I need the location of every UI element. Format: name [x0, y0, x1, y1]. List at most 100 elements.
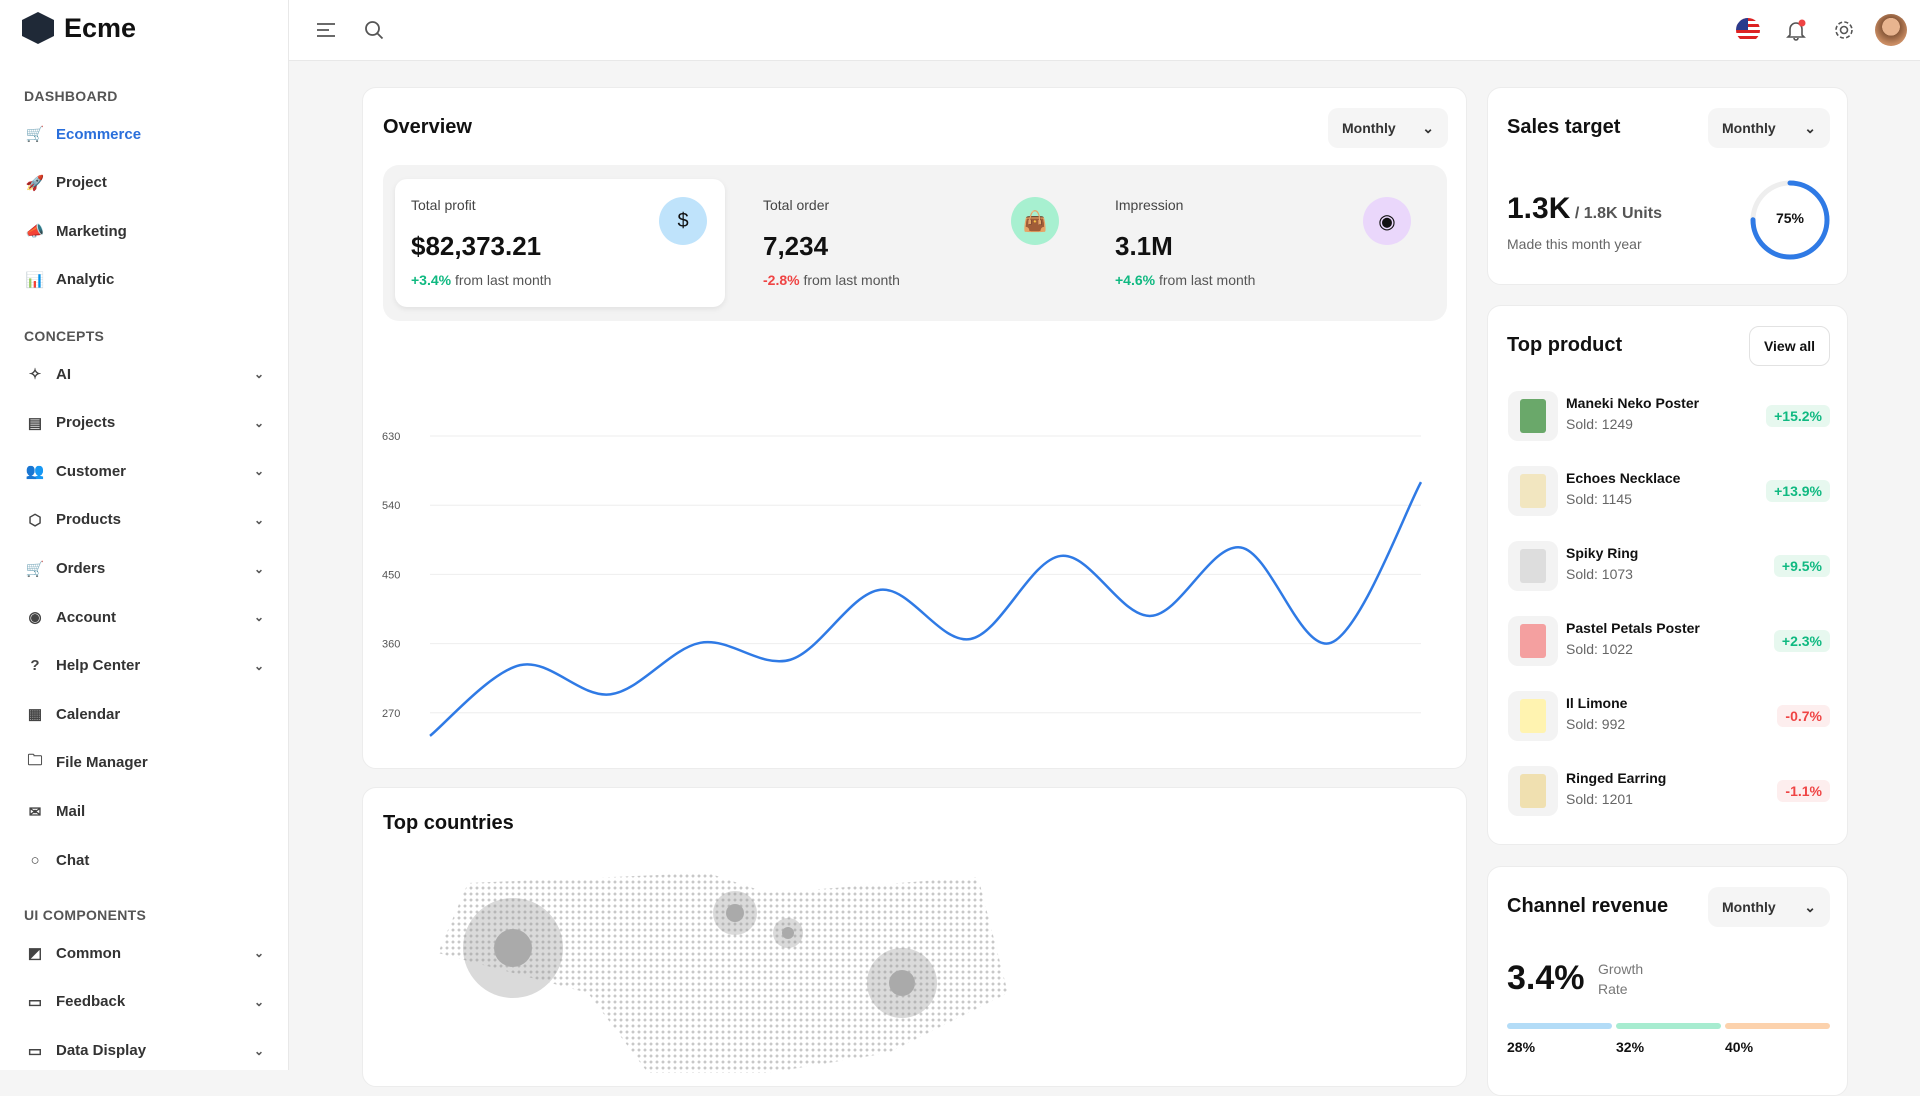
product-row[interactable]: Maneki Neko Poster Sold: 1249 +15.2%: [1508, 387, 1830, 447]
bar-chart-icon: 📊: [25, 271, 45, 289]
eye-icon: ◉: [1363, 197, 1411, 245]
chevron-down-icon[interactable]: ⌄: [253, 561, 264, 576]
chevron-down-icon[interactable]: ⌄: [253, 415, 264, 430]
overview-card: Overview Monthly ⌄ Total profit $82,373.2…: [362, 87, 1467, 769]
map-marker[interactable]: [867, 948, 937, 1018]
cart-icon: 🛒: [25, 560, 45, 578]
chevron-down-icon[interactable]: ⌄: [253, 658, 264, 673]
sidebar-item-feedback[interactable]: ▭ Feedback ⌄: [24, 982, 264, 1022]
chevron-down-icon: ⌄: [1422, 119, 1434, 136]
data-point[interactable]: [874, 584, 886, 596]
sidebar-item-ecommerce[interactable]: 🛒 Ecommerce: [24, 114, 264, 154]
sidebar-item-mail[interactable]: ✉ Mail: [24, 792, 264, 832]
stat-impression[interactable]: Impression 3.1M +4.6% from last month ◉: [1099, 179, 1429, 307]
chat-icon: ○: [30, 851, 40, 869]
sidebar-item-products[interactable]: ⬡ Products ⌄: [24, 500, 264, 540]
sidebar-item-help-center[interactable]: ? Help Center ⌄: [24, 646, 264, 686]
logo[interactable]: Ecme: [22, 12, 136, 44]
cart-icon: 🛒: [25, 126, 45, 144]
sales-target-period-select[interactable]: Monthly ⌄: [1708, 108, 1830, 148]
sidebar-item-marketing[interactable]: 📣 Marketing: [24, 211, 264, 251]
progress-ring: [1750, 180, 1830, 260]
map-marker[interactable]: [773, 918, 803, 948]
product-row[interactable]: Echoes Necklace Sold: 1145 +13.9%: [1508, 462, 1830, 522]
product-thumbnail: [1508, 541, 1558, 591]
data-point[interactable]: [1235, 541, 1247, 553]
channel-segment: 40%: [1725, 1023, 1830, 1055]
change-badge: -1.1%: [1777, 780, 1830, 802]
product-row[interactable]: Ringed Earring Sold: 1201 -1.1%: [1508, 762, 1830, 822]
data-point[interactable]: [784, 654, 796, 666]
feedback-icon: ▭: [27, 993, 43, 1011]
sidebar-item-project[interactable]: 🚀 Project: [24, 163, 264, 203]
sidebar-item-analytic[interactable]: 📊 Analytic: [24, 260, 264, 300]
overview-period-select[interactable]: Monthly ⌄: [1328, 108, 1448, 148]
chevron-down-icon[interactable]: ⌄: [253, 994, 264, 1009]
change-badge: -0.7%: [1777, 705, 1830, 727]
chevron-down-icon[interactable]: ⌄: [253, 464, 264, 479]
data-point[interactable]: [1415, 476, 1427, 488]
bell-icon[interactable]: [1783, 17, 1809, 43]
overview-title: Overview: [383, 116, 472, 138]
product-thumbnail: [1508, 691, 1558, 741]
sidebar-item-orders[interactable]: 🛒 Orders ⌄: [24, 549, 264, 589]
calendar-icon: ▦: [27, 706, 43, 724]
sidebar-item-data-display[interactable]: ▭ Data Display ⌄: [24, 1031, 264, 1071]
map-marker[interactable]: [463, 898, 563, 998]
chevron-down-icon[interactable]: ⌄: [253, 367, 264, 382]
us-flag-language-icon[interactable]: [1735, 17, 1761, 43]
mail-icon: ✉: [28, 803, 42, 821]
data-point[interactable]: [1325, 637, 1337, 649]
sidebar-item-ai[interactable]: ✧ AI ⌄: [24, 354, 264, 394]
sparkle-icon: ✧: [28, 366, 42, 384]
top-product-title: Top product: [1507, 334, 1623, 356]
map-marker[interactable]: [713, 891, 757, 935]
chevron-down-icon[interactable]: ⌄: [253, 610, 264, 625]
product-row[interactable]: Pastel Petals Poster Sold: 1022 +2.3%: [1508, 612, 1830, 672]
data-point[interactable]: [514, 659, 526, 671]
sales-target-card: Sales target Monthly ⌄ 1.3K / 1.8K Units …: [1487, 87, 1848, 285]
sales-target-units: / 1.8K Units: [1574, 205, 1662, 222]
chevron-down-icon[interactable]: ⌄: [253, 1043, 264, 1058]
avatar[interactable]: [1875, 14, 1907, 46]
search-icon[interactable]: [361, 17, 387, 43]
product-row[interactable]: Il Limone Sold: 992 -0.7%: [1508, 687, 1830, 747]
data-point[interactable]: [694, 637, 706, 649]
rocket-icon: 🚀: [25, 174, 45, 192]
gear-icon[interactable]: [1831, 17, 1857, 43]
sidebar-item-chat[interactable]: ○ Chat: [24, 840, 264, 880]
channel-segment: 28%: [1507, 1023, 1612, 1055]
view-all-button[interactable]: View all: [1749, 326, 1830, 366]
sidebar-item-calendar[interactable]: ▦ Calendar: [24, 694, 264, 734]
sidebar-item-common[interactable]: ◩ Common ⌄: [24, 933, 264, 973]
data-point[interactable]: [965, 633, 977, 645]
user-circle-icon: ◉: [28, 609, 42, 627]
chevron-down-icon[interactable]: ⌄: [253, 946, 264, 961]
data-point[interactable]: [604, 688, 616, 700]
product-row[interactable]: Spiky Ring Sold: 1073 +9.5%: [1508, 537, 1830, 597]
change-badge: +15.2%: [1766, 405, 1830, 427]
channel-revenue-period-select[interactable]: Monthly ⌄: [1708, 887, 1830, 927]
shopping-bag-icon: 👜: [1011, 197, 1059, 245]
y-tick-label: 630: [382, 431, 400, 443]
change-badge: +13.9%: [1766, 480, 1830, 502]
sidebar-item-customer[interactable]: 👥 Customer ⌄: [24, 451, 264, 491]
chevron-down-icon: ⌄: [1804, 898, 1816, 915]
menu-toggle-icon[interactable]: [313, 17, 339, 43]
data-point[interactable]: [424, 730, 436, 742]
data-point[interactable]: [1055, 550, 1067, 562]
stat-total-profit[interactable]: Total profit $82,373.21 +3.4% from last …: [395, 179, 725, 307]
help-icon: ?: [30, 657, 40, 675]
stats-panel: Total profit $82,373.21 +3.4% from last …: [383, 165, 1447, 321]
sales-target-title: Sales target: [1507, 116, 1621, 138]
sidebar-item-account[interactable]: ◉ Account ⌄: [24, 597, 264, 637]
data-point[interactable]: [1145, 610, 1157, 622]
product-thumbnail: [1508, 616, 1558, 666]
change-badge: +2.3%: [1773, 630, 1830, 652]
chevron-down-icon[interactable]: ⌄: [253, 512, 264, 527]
folder-icon: 🗀: [27, 752, 43, 770]
megaphone-icon: 📣: [25, 223, 45, 241]
sidebar-item-projects[interactable]: ▤ Projects ⌄: [24, 403, 264, 443]
stat-total-order[interactable]: Total order 7,234 -2.8% from last month …: [747, 179, 1077, 307]
sidebar-item-file-manager[interactable]: 🗀 File Manager: [24, 743, 264, 783]
